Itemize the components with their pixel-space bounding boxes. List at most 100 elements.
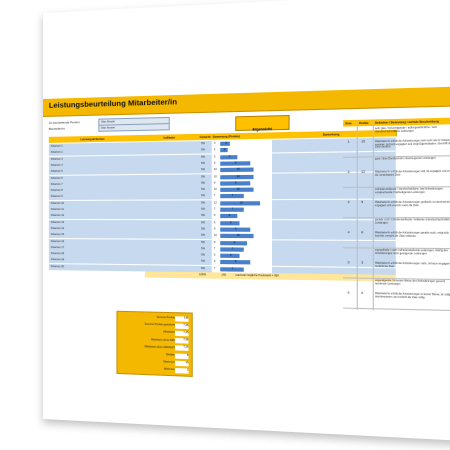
stat-label: Maximum (163, 361, 175, 365)
points-value: 9 (214, 181, 215, 184)
legend-definition: Mitarbeiter/in erfüllt die Anforderungen… (375, 232, 450, 238)
rater-input[interactable]: Max Muster (98, 123, 169, 132)
total-points: 145 (221, 274, 226, 277)
spreadsheet-page: Leistungsbeurteilung Mitarbeiter/in Zu b… (43, 0, 450, 441)
weight-value: 5% (201, 267, 205, 270)
rating-bar-label: 10 (237, 234, 240, 237)
criteria-name: Kriterium 4 (51, 164, 63, 167)
legend-points: 12 (361, 169, 365, 173)
legend-definition: mangelhafte / nicht zufriedenstellende L… (375, 250, 450, 257)
criteria-name: Kriterium 11 (51, 208, 64, 211)
weight-value: 5% (201, 240, 205, 243)
legend-group: 5 3 mangelhafte / nicht zufriedenstellende… (343, 247, 450, 280)
rating-bar-label: 9 (235, 181, 236, 184)
legend-definition: zufriedenstellende / durchschnittliche, … (375, 188, 450, 194)
criteria-name: Kriterium 1 (51, 145, 63, 148)
field-label-person: Zu beurteilende Person: (49, 120, 81, 125)
weight-value: 5% (201, 214, 205, 217)
criteria-name: Kriterium 3 (51, 157, 63, 160)
points-value: 9 (214, 227, 215, 230)
legend-note: 5 (348, 260, 350, 264)
weight-value: 5% (201, 142, 205, 145)
legend-header-points: Punkte (359, 121, 369, 124)
criteria-name: Kriterium 20 (51, 265, 64, 268)
points-value: 7 (214, 247, 215, 250)
stat-value: 7,25 (175, 331, 189, 337)
legend-group: 1 15 sehr gute / hervorragende / außergewö… (343, 124, 450, 158)
legend-note: 1 (348, 139, 350, 143)
stat-label: Summe Punkte gewichtet (145, 323, 175, 327)
rating-bar-label: 6 (230, 221, 231, 224)
points-value: 7 (214, 194, 215, 197)
points-value: 2 (214, 148, 215, 151)
rating-bar-label: 10 (237, 168, 240, 171)
stat-value: 7,24 (175, 346, 189, 352)
points-value: 6 (214, 221, 215, 224)
rating-bar-label: 9 (235, 227, 236, 230)
weight-value: 5% (201, 221, 205, 224)
criteria-name: Kriterium 17 (51, 246, 64, 249)
points-value: 10 (214, 188, 217, 191)
rating-bar-label: 7 (232, 208, 233, 211)
stat-value: 7,25 (175, 323, 189, 329)
legend-definition: Mitarbeiter/in erfüllt die Anforderungen… (375, 293, 450, 300)
weight-value: 5% (201, 195, 205, 198)
legend-definition: sehr gute / hervorragende / außergewöhnl… (375, 126, 450, 134)
stat-value: 145 (175, 316, 189, 322)
rating-bar-label: 7 (232, 247, 233, 250)
points-value: 7 (214, 267, 215, 270)
header-weight: Gewicht (199, 134, 213, 141)
points-value: 10 (214, 234, 217, 237)
criteria-name: Kriterium 15 (51, 233, 64, 236)
legend-note: 2 (348, 170, 350, 174)
weight-value: 5% (201, 260, 205, 263)
legend-definition: Mitarbeiter/in erfüllt die Anforderungen… (375, 171, 450, 178)
stat-label: Mittelwert ohne MIN/MAX (145, 345, 175, 349)
stat-label: Median (166, 353, 175, 356)
rating-bar-label: 2 (224, 148, 225, 151)
weight-value: 5% (201, 188, 205, 191)
rating-bar-label: 9 (235, 161, 236, 164)
legend-points: 6 (361, 230, 363, 234)
points-value: 12 (214, 201, 217, 204)
stat-value: 15 (175, 360, 189, 366)
points-value: 9 (214, 162, 215, 165)
criteria-name: Kriterium 14 (51, 227, 64, 230)
stat-row: Minimum 2 (117, 365, 191, 375)
criteria-name: Kriterium 13 (51, 221, 64, 224)
legend-group: 4 6 gerade noch zufriedenstellende / teilw… (343, 217, 450, 249)
legend-definition: ungenügende / in keiner Weise den Anford… (375, 280, 450, 287)
rating-bar-label: 5 (229, 155, 230, 158)
rating-bar-label: 6 (230, 254, 231, 257)
criteria-name: Kriterium 2 (51, 151, 63, 154)
weight-value: 5% (201, 168, 205, 171)
stat-label: Minimum (164, 368, 175, 372)
weight-value: 5% (201, 175, 205, 178)
stat-label: Mittelwert ohne MIN (151, 338, 175, 342)
legend-note: 3 (348, 200, 350, 204)
rating-bar-label: 12 (240, 201, 243, 204)
rating-bar-label: 9 (235, 260, 236, 263)
stat-label: Summe Punkte (157, 316, 175, 320)
legend-points: 3 (361, 260, 363, 264)
weight-value: 5% (201, 201, 205, 204)
eigensicht-button[interactable]: Eigensicht (235, 115, 289, 131)
total-weight: 100% (199, 273, 206, 276)
legend-group: 2 12 gute / über Durchschnitt; überzeugend… (343, 155, 450, 188)
rating-bar-label: 10 (237, 175, 240, 178)
legend-note: 4 (348, 230, 350, 234)
stat-label: Mittelwert (163, 331, 175, 334)
legend-note: 6 (348, 290, 350, 294)
rating-bar-label: 8 (234, 241, 235, 244)
criteria-name: Kriterium 10 (51, 202, 64, 205)
criteria-name: Kriterium 9 (51, 195, 63, 198)
criteria-name: Kriterium 19 (51, 258, 64, 261)
points-value: 10 (214, 175, 217, 178)
weight-value: 5% (201, 208, 205, 211)
statistics-box: Summe Punkte 145 Summe Punkte gewichtet 7,2… (116, 311, 192, 377)
weight-value: 5% (201, 234, 205, 237)
criteria-name: Kriterium 8 (51, 189, 63, 192)
weight-value: 5% (201, 181, 205, 184)
rating-bar-label: 3 (225, 142, 226, 145)
points-value: 3 (214, 142, 215, 145)
